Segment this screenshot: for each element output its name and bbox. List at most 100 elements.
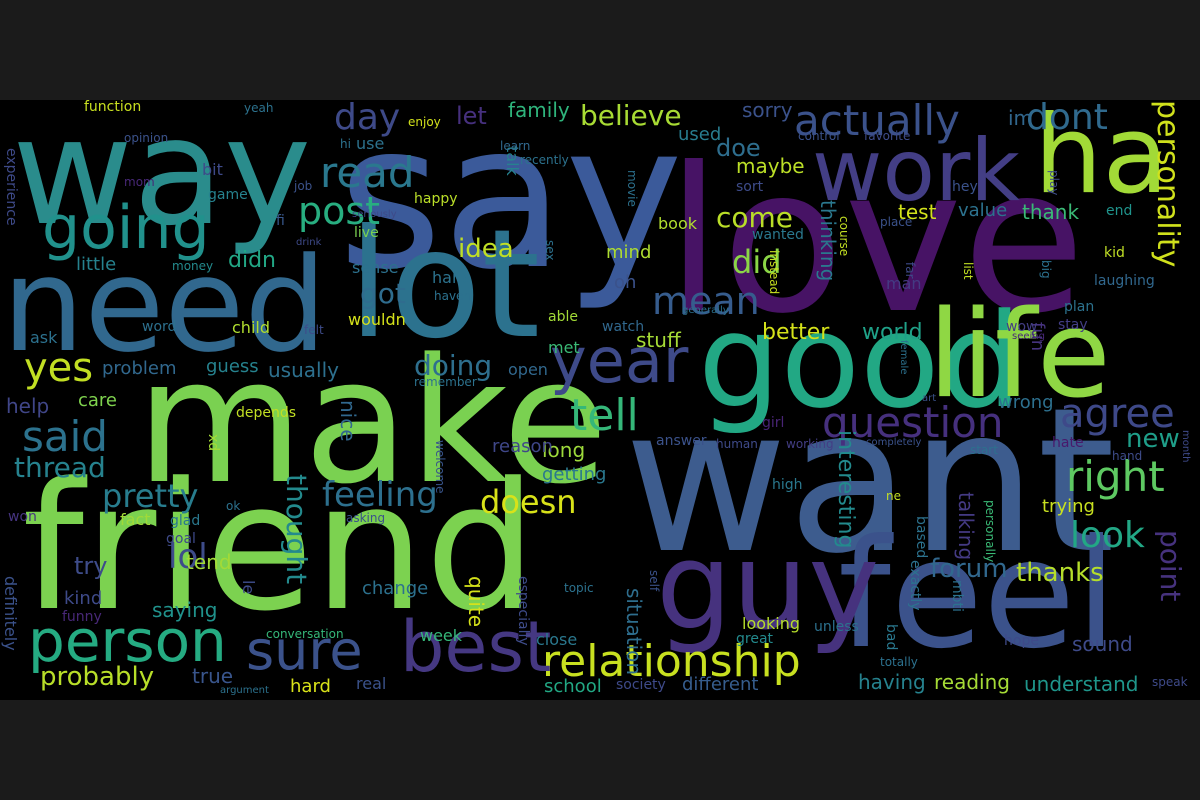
word-im: im [1008,106,1034,130]
word-mbti: mbti [949,580,965,612]
word-guess: guess [206,356,259,377]
word-conversation: conversation [266,627,344,641]
word-self: self [647,570,661,592]
word-working: working [786,437,834,451]
word-life: life [928,286,1111,425]
word-start: start [970,443,998,457]
word-book: book [658,214,697,233]
word-list: list [961,262,975,280]
word-man: man [886,274,922,293]
word-better: better [762,320,830,345]
word-control: control [798,129,840,143]
word-love: love [666,125,1086,358]
word-depends: depends [236,405,297,421]
word-forum: forum [930,554,1008,584]
word-play: play [1047,170,1061,196]
word-fi: fi [276,213,285,229]
word-test: test [898,200,937,224]
word-sure: sure [246,619,363,682]
word-feeling: feeling [322,475,438,515]
word-money: money [172,259,214,273]
word-happy: happy [414,191,458,207]
word-definitely: definitely [1,576,20,651]
word-true: true [192,664,234,688]
word-make: make [136,321,609,522]
word-doing: doing [414,349,493,382]
word-week: week [420,626,463,645]
word-long: long [542,438,586,462]
word-haven: haven [434,289,472,303]
word-agree: agree [1060,391,1175,437]
word-human: human [716,437,758,451]
word-trying: trying [1042,496,1095,517]
word-function: function [84,100,142,115]
word-care: care [78,390,118,411]
word-felt: felt [304,323,324,337]
word-dont: dont [1026,100,1108,138]
word-experience: experience [3,148,19,226]
word-female: female [898,340,909,375]
word-want: want [624,365,1116,598]
word-movie: movie [625,170,639,207]
word-job: job [294,179,313,193]
word-won: won [8,509,37,525]
word-opinion: opinion [124,131,169,145]
word-far: far [903,262,917,279]
word-yes: yes [24,345,94,391]
word-pretty: pretty [102,477,199,515]
word-reading: reading [934,670,1010,694]
word-situation: situation [622,588,646,676]
word-bit: bit [202,160,223,179]
word-end: end [1106,203,1133,219]
word-real: real [356,674,387,693]
word-thought: thought [280,474,313,585]
word-great: great [736,631,774,647]
word-change: change [362,578,429,599]
word-school: school [544,676,602,697]
word-based: based [913,516,929,559]
word-come: come [716,201,794,234]
word-point: point [1154,530,1187,602]
word-use: use [356,134,385,153]
word-friend: friend [22,445,537,650]
word-yeah: yeah [244,101,274,115]
word-seriously: seriously [352,209,397,220]
word-society: society [616,677,666,693]
word-met: met [548,338,580,357]
word-going: going [42,193,210,263]
word-new: new [1126,424,1180,454]
word-bad: bad [883,624,899,651]
wordcloud-canvas: say way love want make friend need lot f… [0,100,1200,700]
word-wow: wow [1006,319,1038,335]
word-personality: personality [1150,100,1185,268]
word-xd: xd [205,434,221,452]
word-tend: tend [186,550,232,574]
word-best: best [400,606,552,688]
word-seeing: seeing [1012,331,1045,342]
word-value: value [958,200,1008,221]
word-lol: lol [168,537,208,577]
word-laughing: laughing [1094,273,1155,289]
word-question: question [822,398,1004,447]
word-word: word [142,319,177,335]
word-said: said [22,412,108,461]
word-thread: thread [14,451,106,484]
word-mind: mind [606,242,652,263]
word-let: let [456,102,487,130]
word-right: right [1066,452,1165,501]
word-relationship: relationship [542,636,801,687]
word-hand: hand [1112,449,1143,463]
word-speak: speak [1152,675,1188,689]
word-problem: problem [102,358,177,379]
word-reason: reason [492,436,553,457]
word-hard: hard [290,676,331,697]
word-quite: quite [464,576,488,628]
word-fun: fun [1027,322,1048,352]
word-unless: unless [814,619,859,635]
word-didn: didn [228,248,276,273]
word-able: able [548,309,578,325]
word-le: le [239,580,258,595]
word-drink: drink [296,237,322,248]
word-year: year [550,324,689,397]
word-work: work [812,121,1021,221]
